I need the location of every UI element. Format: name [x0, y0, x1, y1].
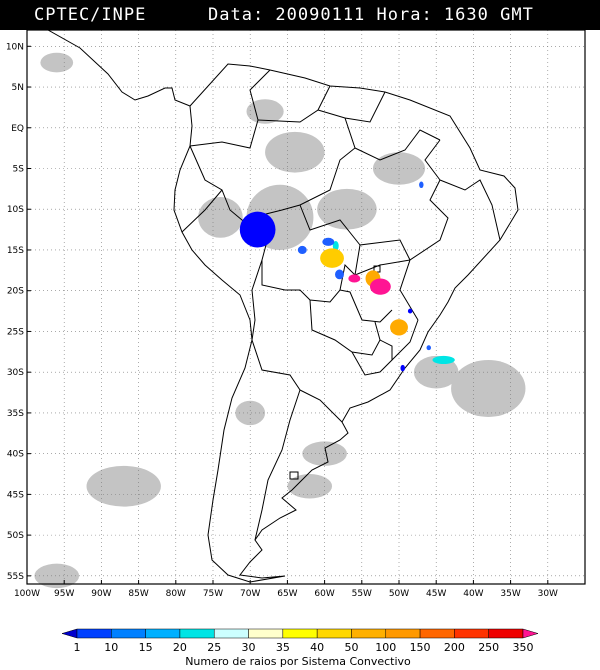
lon-tick-label: 55W [352, 589, 372, 599]
lightning-cluster [426, 345, 431, 351]
latitude-labels: 10N 5N EQ 5S 10S 15S 20S 25S 30S 35S 40S 45S 50S 55S [6, 42, 31, 582]
legend-label: 250 [478, 641, 499, 654]
legend-swatch [488, 628, 524, 639]
lightning-cluster [407, 308, 413, 314]
map-frame [26, 30, 586, 585]
legend-swatch [179, 628, 215, 639]
legend-swatch [522, 628, 539, 639]
legend-swatch [282, 628, 318, 639]
lightning-cluster [322, 237, 335, 246]
cloud-patch [302, 441, 347, 466]
lon-tick-label: 75W [203, 589, 223, 599]
lon-tick-label: 65W [277, 589, 297, 599]
lightning-cluster [419, 181, 424, 189]
lat-tick-label: 10S [7, 205, 24, 215]
legend-label: 1 [74, 641, 81, 654]
lon-tick-label: 60W [314, 589, 334, 599]
legend-label: 15 [139, 641, 153, 654]
coastline-borders [47, 30, 519, 583]
lightning-cluster [400, 364, 405, 372]
lightning-cluster [432, 355, 455, 365]
legend-swatch [111, 628, 146, 639]
cloud-patch [198, 197, 243, 238]
legend-swatch [316, 628, 352, 639]
lon-tick-label: 80W [166, 589, 186, 599]
legend-labels: 1 10 15 20 25 30 35 40 50 100 150 200 250 350 [74, 641, 534, 654]
cloud-patch [287, 474, 333, 499]
lon-tick-label: 70W [240, 589, 260, 599]
lat-tick-label: 45S [7, 490, 24, 500]
lightning-cluster [297, 245, 307, 255]
cloud-patch [451, 359, 526, 417]
lightning-cluster [335, 269, 344, 280]
lightning-cluster [332, 241, 339, 251]
longitude-labels: 100W 95W 90W 85W 80W 75W 70W 65W 60W 55W 50W 45W 40W… [14, 580, 558, 599]
datetime-label: Data: 20090111 Hora: 1630 GMT [208, 5, 534, 25]
lat-tick-label: 5S [13, 165, 25, 175]
lightning-map: 10N5NEQ5S10S15S20S25S30S35S40S45S50S55S … [6, 30, 586, 599]
header-bar: CPTEC/INPE Data: 20090111 Hora: 1630 GMT [0, 0, 600, 30]
lightning-cluster [369, 278, 391, 295]
legend-swatch [213, 628, 249, 639]
org-label: CPTEC/INPE [34, 5, 147, 25]
legend-label: 25 [207, 641, 221, 654]
cloud-patch [265, 131, 325, 173]
lon-tick-label: 50W [389, 589, 409, 599]
lon-tick-label: 45W [426, 589, 446, 599]
legend-label: 50 [344, 641, 358, 654]
cloud-patch [317, 188, 377, 230]
legend-label: 30 [242, 641, 256, 654]
legend-title: Numero de raios por Sistema Convectivo [185, 655, 411, 668]
cloud-patch [246, 99, 284, 124]
lat-tick-label: EQ [11, 124, 24, 134]
legend-swatch [248, 628, 284, 639]
legend-label: 10 [104, 641, 118, 654]
lightning-clusters [239, 181, 455, 372]
lat-tick-label: 50S [7, 531, 24, 541]
lat-tick-label: 55S [7, 572, 24, 582]
lon-tick-label: 35W [500, 589, 520, 599]
legend-label: 100 [375, 641, 396, 654]
legend-swatch [76, 628, 112, 639]
lon-tick-label: 90W [91, 589, 111, 599]
lon-tick-label: 85W [128, 589, 148, 599]
cloud-patch [235, 400, 266, 426]
legend-swatch [351, 628, 387, 639]
cloud-patch [413, 355, 459, 389]
lightning-cluster [239, 211, 276, 248]
color-legend: 1 10 15 20 25 30 35 40 50 100 150 200 250 350 Numero … [61, 628, 539, 668]
lightning-cluster [390, 319, 408, 336]
cloud-patch [86, 465, 161, 507]
legend-swatch [454, 628, 489, 639]
legend-label: 150 [410, 641, 431, 654]
lon-tick-label: 100W [14, 589, 40, 599]
lat-tick-label: 25S [7, 327, 24, 337]
legend-bar [61, 628, 539, 639]
legend-swatch [61, 628, 78, 639]
lon-tick-label: 95W [54, 589, 74, 599]
lat-tick-label: 10N [6, 42, 24, 52]
legend-label: 200 [444, 641, 465, 654]
lightning-cluster [348, 274, 361, 283]
cloud-patch [40, 52, 74, 73]
lightning-cluster [320, 248, 344, 268]
legend-label: 35 [276, 641, 290, 654]
legend-label: 350 [513, 641, 534, 654]
cloud-patch [34, 563, 80, 589]
lat-tick-label: 35S [7, 409, 24, 419]
lat-tick-label: 5N [12, 83, 24, 93]
legend-label: 40 [310, 641, 324, 654]
legend-label: 20 [173, 641, 187, 654]
lon-tick-label: 30W [538, 589, 558, 599]
lat-tick-label: 20S [7, 287, 24, 297]
lat-tick-label: 15S [7, 246, 24, 256]
lat-tick-label: 40S [7, 450, 24, 460]
lon-tick-label: 40W [463, 589, 483, 599]
legend-swatch [419, 628, 455, 639]
lat-tick-label: 30S [7, 368, 24, 378]
cloud-layer [34, 52, 526, 589]
legend-swatch [385, 628, 421, 639]
legend-swatch [145, 628, 181, 639]
